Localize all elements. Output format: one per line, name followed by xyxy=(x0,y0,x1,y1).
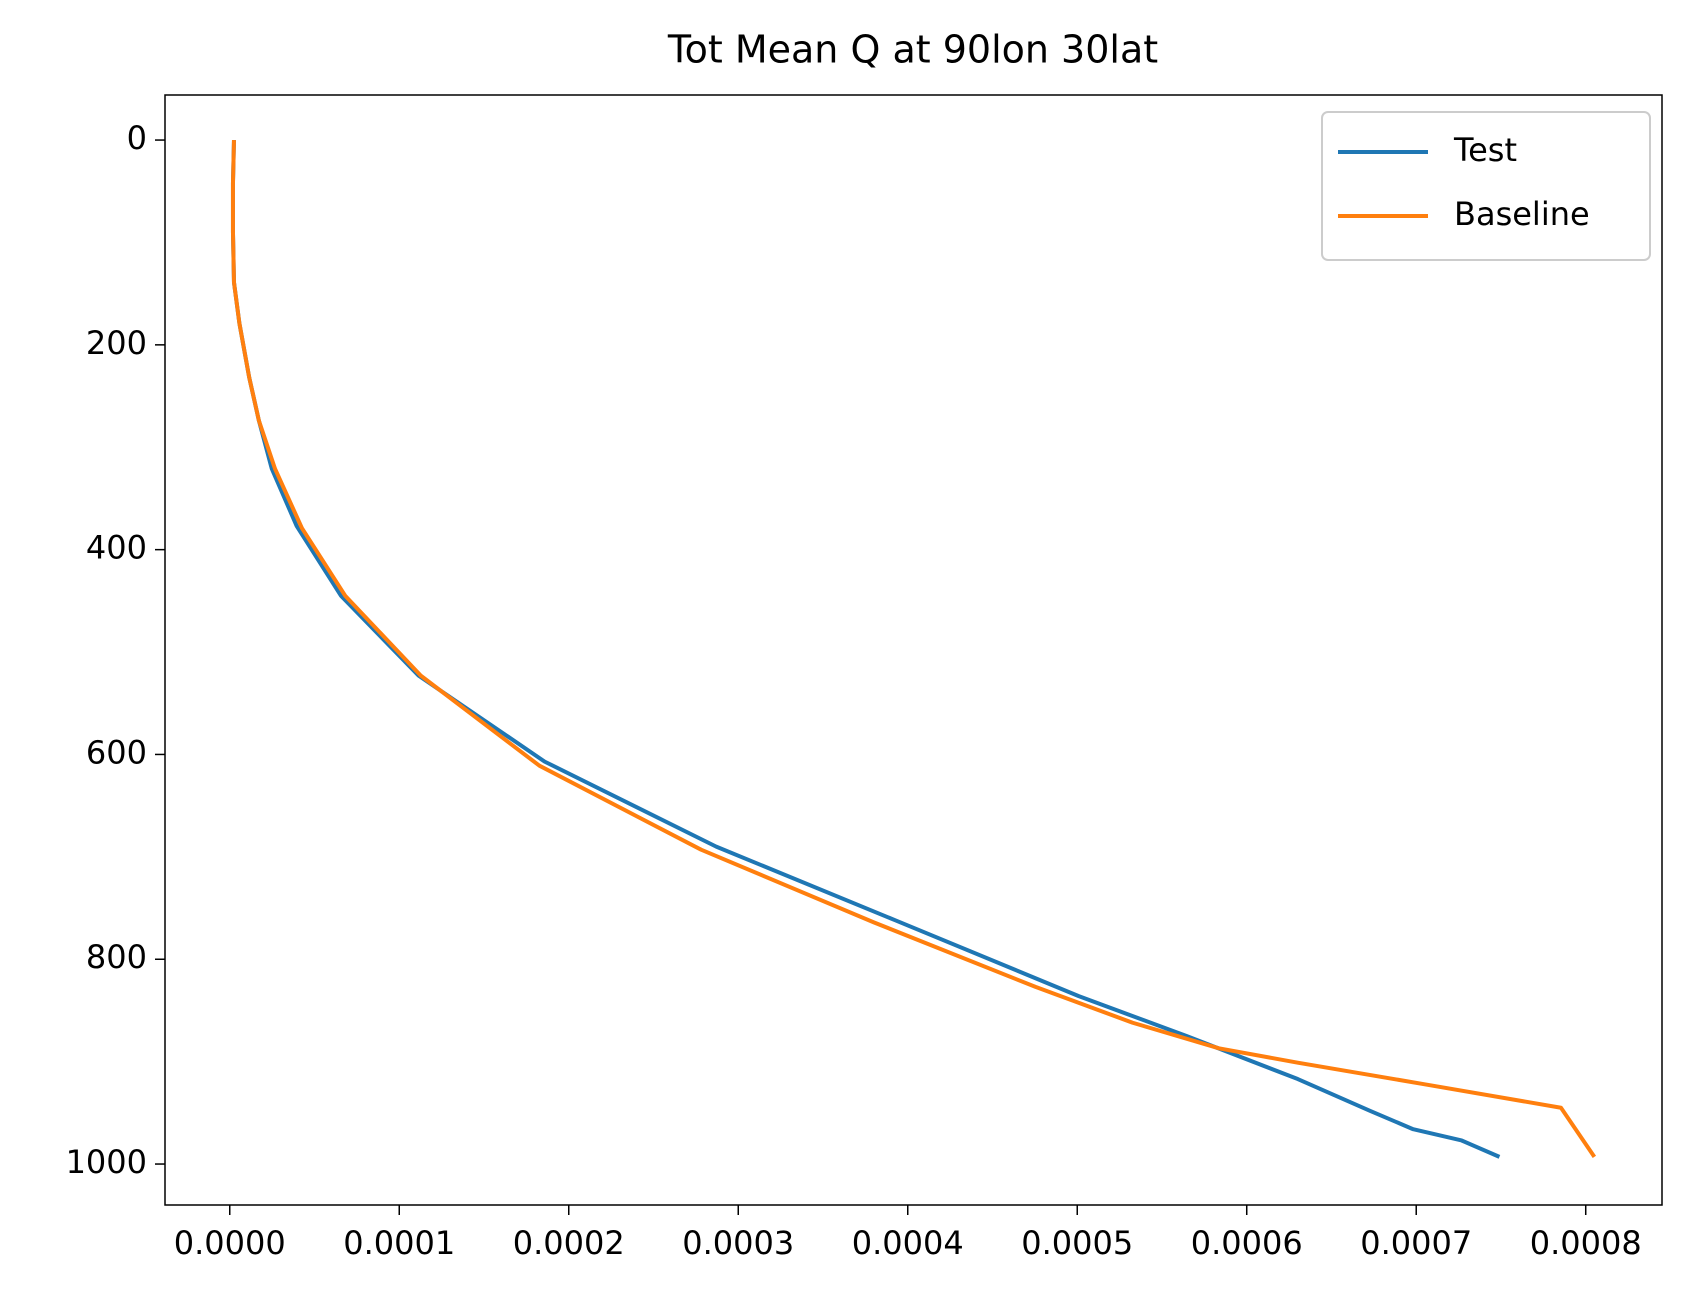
legend-label: Baseline xyxy=(1454,195,1590,233)
x-tick-label: 0.0004 xyxy=(852,1224,964,1262)
x-tick-label: 0.0006 xyxy=(1191,1224,1303,1262)
legend-box xyxy=(1321,111,1651,261)
y-tick-label: 800 xyxy=(86,938,147,976)
y-tick-label: 1000 xyxy=(66,1143,147,1181)
x-tick-label: 0.0001 xyxy=(343,1224,455,1262)
x-tick-label: 0.0005 xyxy=(1021,1224,1133,1262)
y-tick-label: 200 xyxy=(86,324,147,362)
axes-frame xyxy=(164,94,1663,1206)
x-tick-label: 0.0002 xyxy=(513,1224,625,1262)
x-tick-label: 0.0000 xyxy=(174,1224,286,1262)
y-tick-label: 400 xyxy=(86,529,147,567)
line xyxy=(230,140,1597,1158)
line xyxy=(230,140,1501,1159)
y-tick-label: 0 xyxy=(127,119,147,157)
x-tick-label: 0.0003 xyxy=(682,1224,794,1262)
x-tick-label: 0.0008 xyxy=(1530,1224,1642,1262)
x-tick-label: 0.0007 xyxy=(1360,1224,1472,1262)
legend-label: Test xyxy=(1453,131,1517,169)
y-tick-label: 600 xyxy=(86,733,147,771)
chart-title: Tot Mean Q at 90lon 30lat xyxy=(667,28,1158,72)
